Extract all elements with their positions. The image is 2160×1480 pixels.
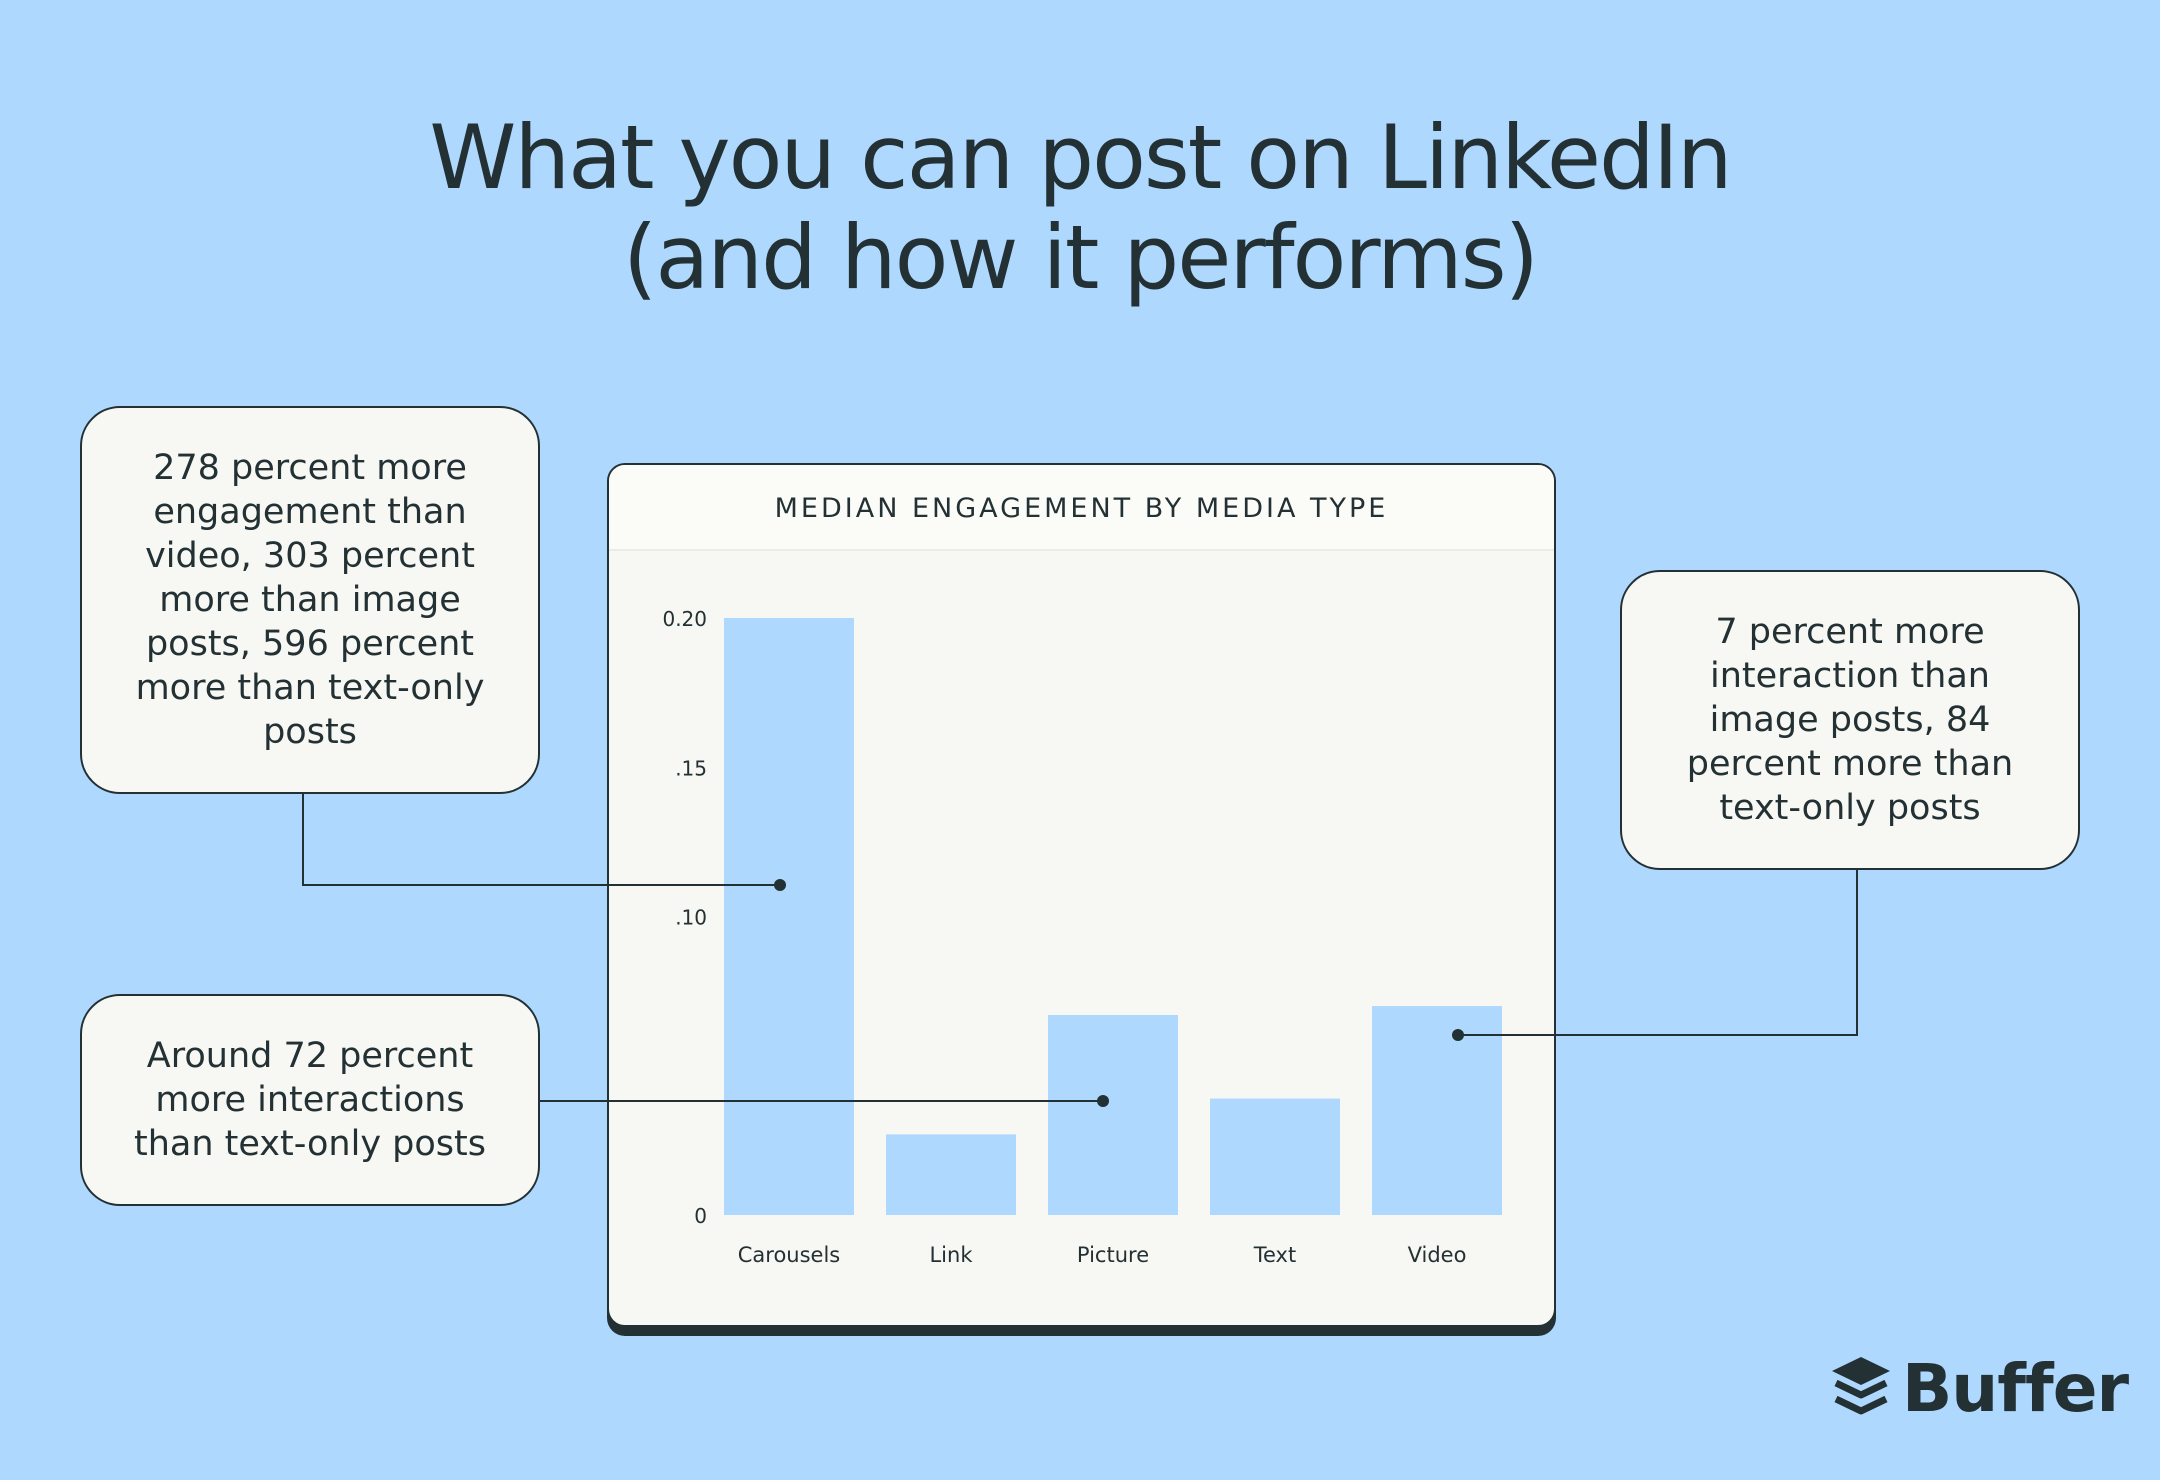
callout-carousels-text: 278 percent more engagement than video, … <box>135 448 485 752</box>
y-tick-label: .10 <box>675 906 707 930</box>
x-tick-label-link: Link <box>929 1243 973 1267</box>
callout-video-text: 7 percent more interaction than image po… <box>1686 612 2014 828</box>
buffer-logo: Buffer <box>1830 1349 2129 1427</box>
bar-chart: 0 .10 .15 0.20 Carousels Link Picture Text Video <box>662 607 1502 1267</box>
chart-card: 0 .10 .15 0.20 Carousels Link Picture Text Video… <box>607 463 1556 1327</box>
x-tick-label-carousels: Carousels <box>738 1243 841 1267</box>
y-tick-label: 0.20 <box>662 607 707 631</box>
bar-video <box>1372 1006 1502 1215</box>
chart-title: MEDIAN ENGAGEMENT BY MEDIA TYPE <box>609 465 1554 551</box>
brand-name: Buffer <box>1902 1349 2129 1427</box>
callout-picture-text: Around 72 percent more interactions than… <box>134 1036 486 1164</box>
callout-picture: Around 72 percent more interactions than… <box>80 994 540 1206</box>
bar-text <box>1210 1098 1340 1215</box>
bar-carousels <box>724 618 854 1215</box>
callout-video: 7 percent more interaction than image po… <box>1620 570 2080 870</box>
x-tick-label-picture: Picture <box>1077 1243 1149 1267</box>
bar-picture <box>1048 1015 1178 1215</box>
page-title: What you can post on LinkedIn (and how i… <box>0 108 2160 308</box>
x-tick-label-video: Video <box>1408 1243 1467 1267</box>
title-line-2: (and how it performs) <box>623 206 1539 309</box>
bar-link <box>886 1134 1016 1215</box>
x-tick-label-text: Text <box>1253 1243 1296 1267</box>
callout-carousels: 278 percent more engagement than video, … <box>80 406 540 794</box>
y-tick-label: .15 <box>675 756 707 780</box>
buffer-layers-icon <box>1832 1357 1890 1415</box>
y-tick-label: 0 <box>694 1204 707 1228</box>
title-line-1: What you can post on LinkedIn <box>429 106 1732 209</box>
